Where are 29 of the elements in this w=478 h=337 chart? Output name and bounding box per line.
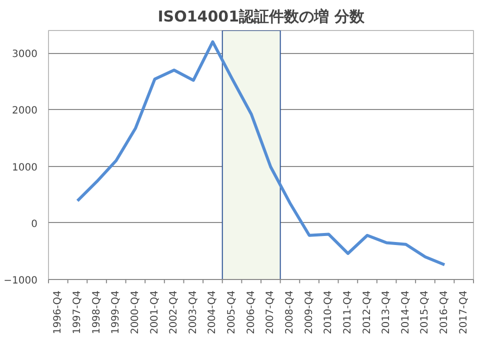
- x-tick-label: 2007-Q4: [265, 290, 276, 334]
- y-tick-label: 3000: [12, 49, 38, 60]
- y-tick-label: 0: [31, 218, 38, 230]
- x-tick-label: 2011-Q4: [342, 290, 354, 334]
- x-tick-label: 2010-Q4: [323, 290, 334, 334]
- x-tick-label: 1997-Q4: [72, 290, 83, 334]
- x-tick-label: 2006-Q4: [246, 290, 257, 334]
- x-tick-label: 2014-Q4: [400, 290, 412, 334]
- x-tick-label: 1996-Q4: [52, 290, 64, 334]
- x-tick-label: 2008-Q4: [284, 290, 296, 334]
- line-series: [76, 40, 446, 266]
- chart-title: ISO14001認証件数の増 分数: [158, 8, 366, 26]
- x-tick-label: 2003-Q4: [188, 290, 199, 334]
- x-tick-label: 2000-Q4: [130, 290, 141, 334]
- x-tick-label: 2016-Q4: [439, 290, 450, 334]
- x-tick-label: 2002-Q4: [168, 290, 180, 334]
- x-tick-label: 2001-Q4: [149, 290, 160, 334]
- x-tick-label: 2004-Q4: [207, 290, 218, 334]
- y-tick-label: 1000: [12, 162, 38, 174]
- x-tick-label: 2015-Q4: [420, 290, 431, 334]
- x-tick-label: 1999-Q4: [110, 290, 122, 334]
- x-tick-label: 2005-Q4: [226, 290, 238, 334]
- x-tick-label: 2012-Q4: [362, 290, 373, 334]
- x-tick-label: 2009-Q4: [304, 290, 315, 334]
- y-tick-label: −1000: [4, 276, 38, 286]
- x-tick-label: 2013-Q4: [381, 290, 392, 334]
- x-tick-label: 2017-Q4: [458, 290, 470, 334]
- x-tick-label: 1998-Q4: [91, 290, 102, 334]
- y-tick-label: 2000: [12, 106, 38, 117]
